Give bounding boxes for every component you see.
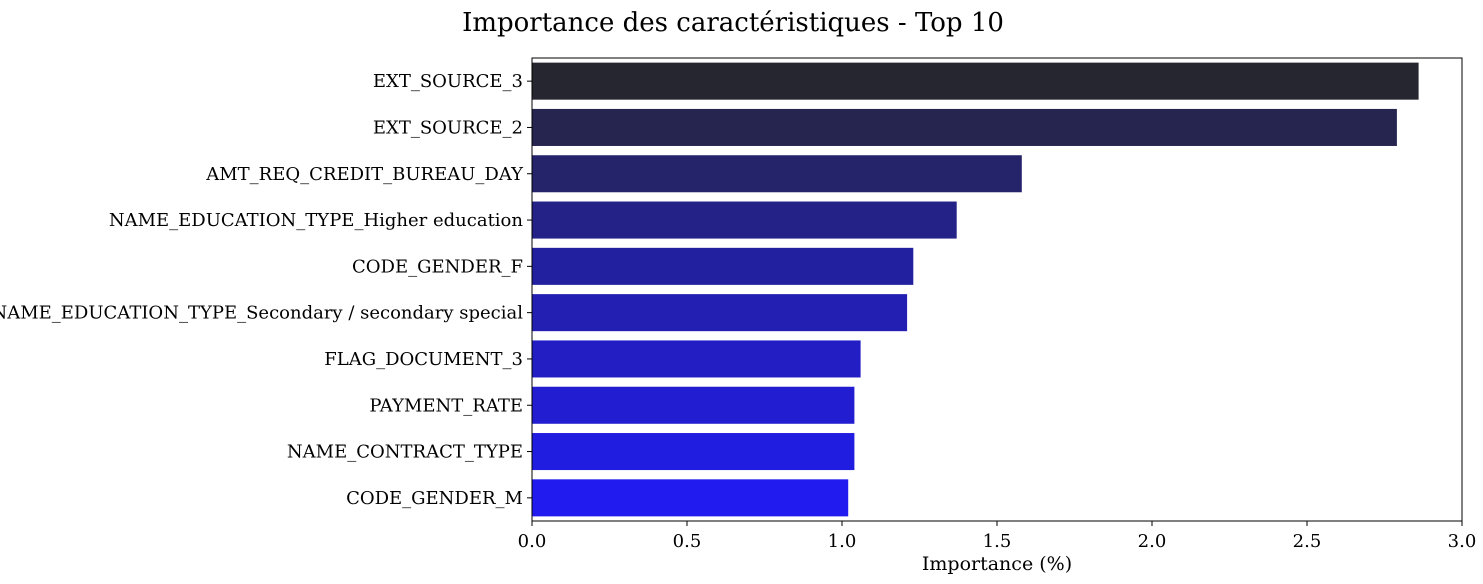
x-tick-label-6: 3.0 bbox=[1448, 531, 1477, 552]
x-axis-label: Importance (%) bbox=[922, 553, 1072, 575]
y-tick-label-2: AMT_REQ_CREDIT_BUREAU_DAY bbox=[205, 164, 524, 185]
bar-1 bbox=[532, 108, 1397, 146]
y-tick-label-5: NAME_EDUCATION_TYPE_Secondary / secondar… bbox=[0, 303, 523, 324]
bar-7 bbox=[532, 386, 855, 424]
bar-6 bbox=[532, 340, 861, 378]
bar-8 bbox=[532, 433, 855, 471]
bars-group bbox=[532, 62, 1419, 517]
x-tick-label-3: 1.5 bbox=[983, 531, 1012, 552]
y-tick-label-9: CODE_GENDER_M bbox=[346, 488, 523, 509]
bar-2 bbox=[532, 155, 1022, 193]
bar-3 bbox=[532, 201, 957, 239]
x-tick-label-0: 0.0 bbox=[518, 531, 547, 552]
y-tick-label-6: FLAG_DOCUMENT_3 bbox=[324, 349, 523, 370]
y-tick-label-3: NAME_EDUCATION_TYPE_Higher education bbox=[109, 210, 524, 231]
y-axis: EXT_SOURCE_3 EXT_SOURCE_2 AMT_REQ_CREDIT_B… bbox=[0, 71, 532, 509]
x-tick-label-1: 0.5 bbox=[673, 531, 702, 552]
x-tick-label-4: 2.0 bbox=[1138, 531, 1167, 552]
x-tick-label-2: 1.0 bbox=[828, 531, 857, 552]
chart-title: Importance des caractéristiques - Top 10 bbox=[462, 8, 1004, 38]
bar-4 bbox=[532, 247, 914, 285]
y-tick-label-0: EXT_SOURCE_3 bbox=[373, 71, 523, 92]
y-tick-label-1: EXT_SOURCE_2 bbox=[373, 117, 523, 138]
x-axis: 0.0 0.5 1.0 1.5 2.0 2.5 3.0 bbox=[518, 521, 1477, 552]
y-tick-label-4: CODE_GENDER_F bbox=[352, 256, 523, 277]
y-tick-label-8: NAME_CONTRACT_TYPE bbox=[287, 442, 523, 463]
x-tick-label-5: 2.5 bbox=[1293, 531, 1322, 552]
bar-9 bbox=[532, 479, 849, 517]
bar-5 bbox=[532, 294, 908, 332]
y-tick-label-7: PAYMENT_RATE bbox=[369, 395, 523, 416]
bar-0 bbox=[532, 62, 1419, 100]
